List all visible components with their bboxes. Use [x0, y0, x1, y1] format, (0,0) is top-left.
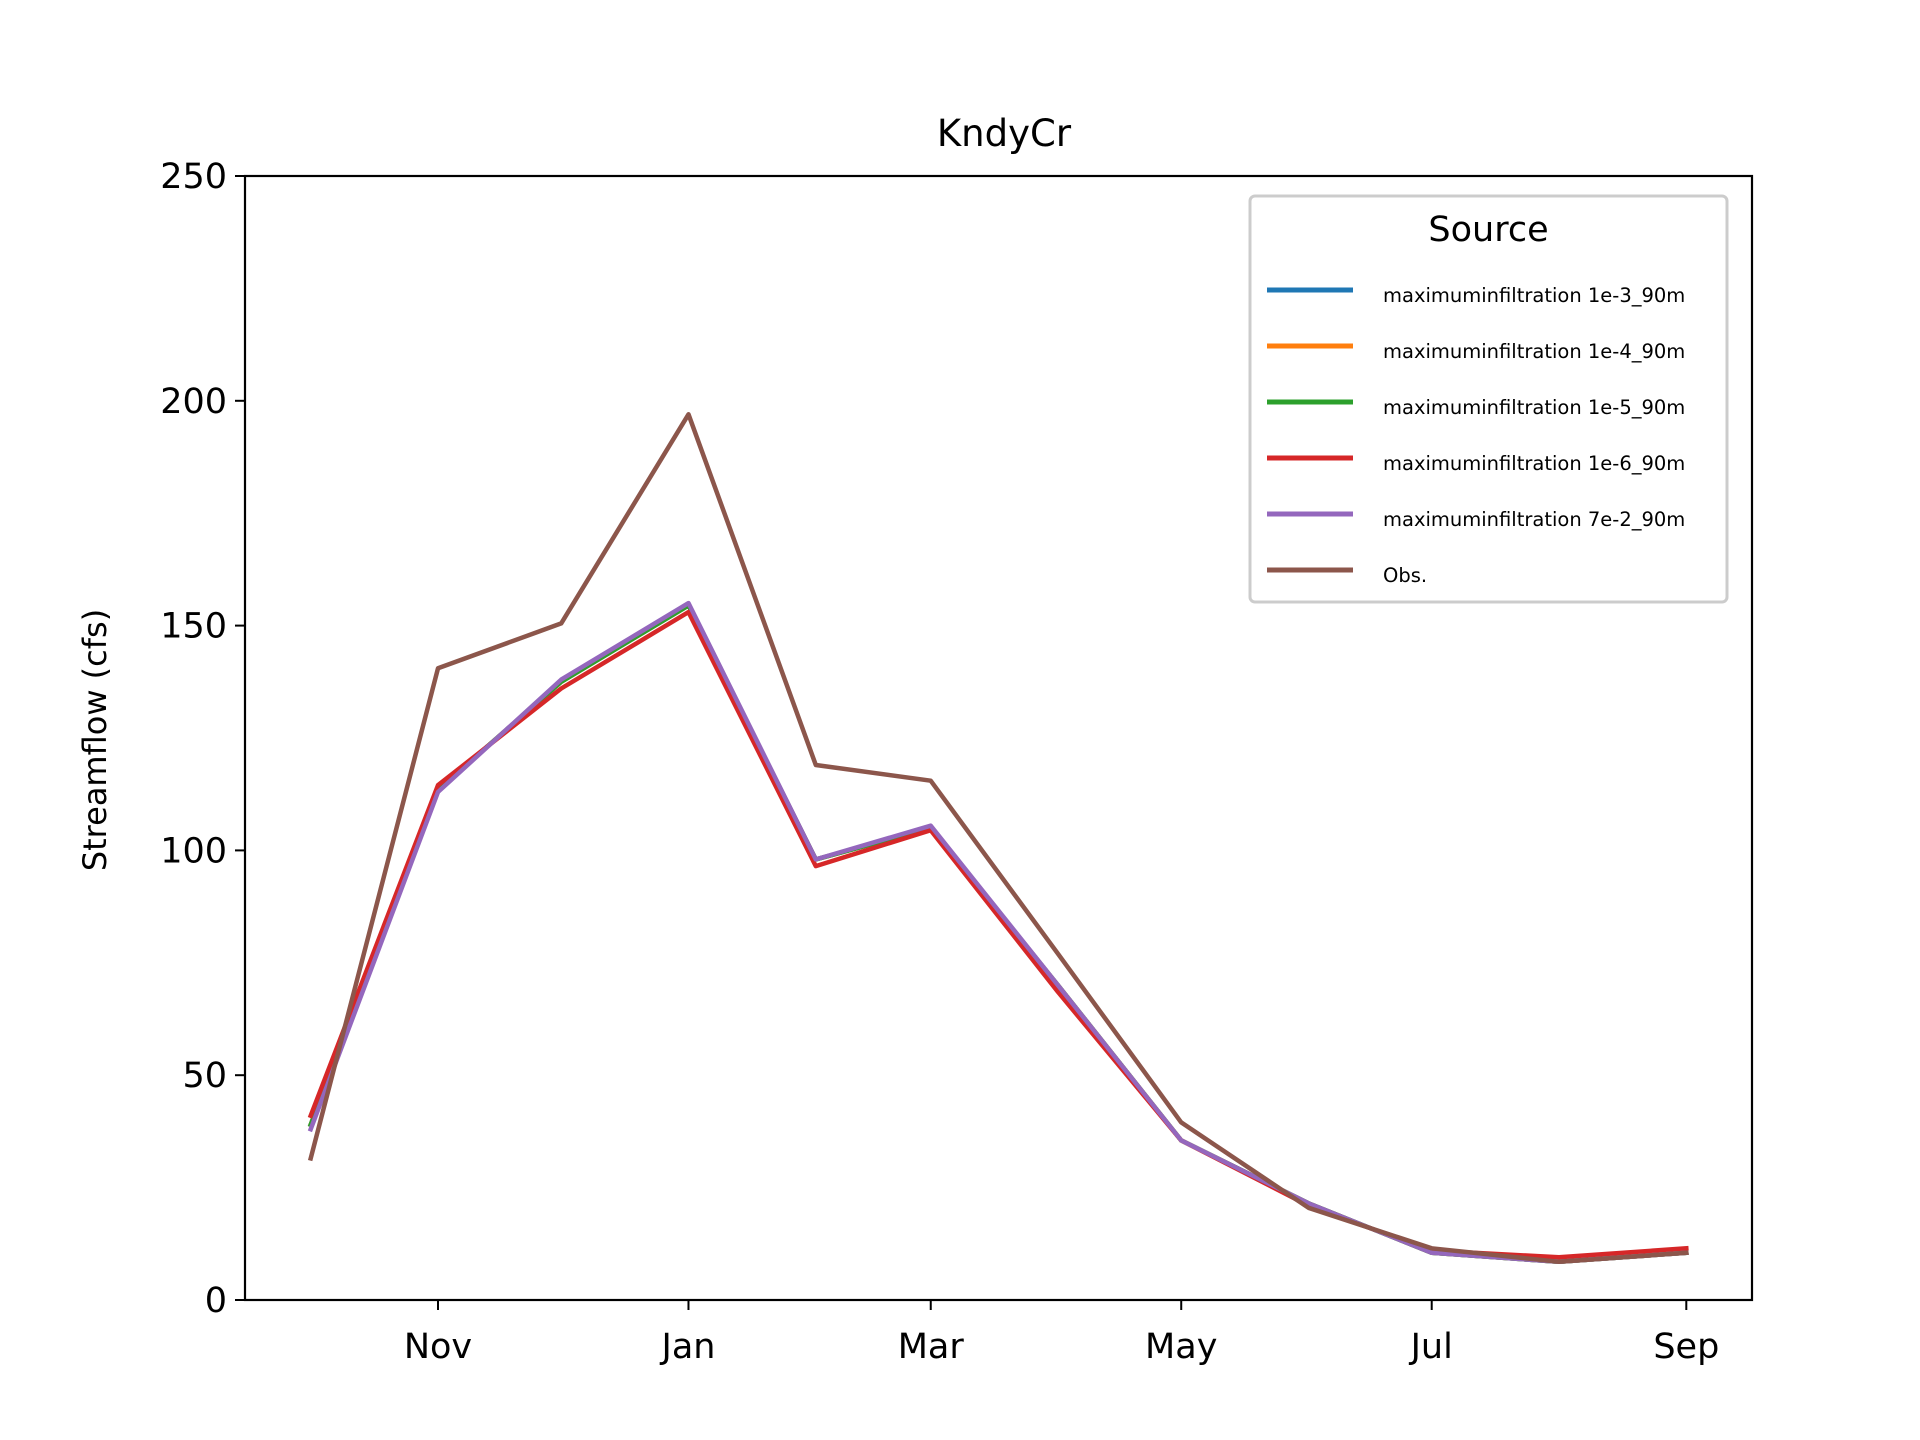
- series-line-2: [307, 603, 1689, 1265]
- x-axis: Nov Jan Mar May Jul Sep: [404, 1300, 1719, 1367]
- x-tick-label: Jul: [1409, 1327, 1453, 1367]
- y-axis-label: Streamflow (cfs): [76, 609, 114, 871]
- x-tick-label: Mar: [898, 1327, 965, 1367]
- y-tick-label: 100: [160, 831, 227, 871]
- series-line-0: [307, 603, 1689, 1265]
- legend-label-2: maximuminfiltration 1e-5_90m: [1383, 396, 1685, 419]
- x-tick-label: May: [1145, 1327, 1217, 1367]
- y-tick-label: 0: [205, 1281, 227, 1321]
- series-lines: [307, 412, 1689, 1265]
- legend-label-3: maximuminfiltration 1e-6_90m: [1383, 452, 1685, 475]
- series-line-5: [307, 412, 1689, 1265]
- y-tick-label: 200: [160, 382, 227, 422]
- y-tick-label: 50: [182, 1056, 227, 1096]
- chart-title: KndyCr: [937, 112, 1072, 155]
- series-line-3: [307, 609, 1689, 1260]
- y-axis: 0 50 100 150 200 250: [160, 157, 245, 1321]
- legend-label-5: Obs.: [1383, 564, 1427, 587]
- legend-label-4: maximuminfiltration 7e-2_90m: [1383, 508, 1685, 531]
- legend: Source maximuminfiltration 1e-3_90mmaximu…: [1248, 194, 1729, 604]
- legend-title: Source: [1428, 210, 1548, 250]
- y-tick-label: 250: [160, 157, 227, 197]
- x-tick-label: Nov: [404, 1327, 472, 1367]
- series-line-4: [307, 600, 1689, 1265]
- plot-frame: [243, 174, 1754, 1302]
- x-tick-label: Sep: [1653, 1327, 1719, 1367]
- legend-box: [1248, 194, 1729, 604]
- legend-label-0: maximuminfiltration 1e-3_90m: [1383, 284, 1685, 307]
- x-tick-label: Jan: [660, 1327, 716, 1367]
- series-line-1: [307, 603, 1689, 1265]
- y-tick-label: 150: [160, 607, 227, 647]
- legend-label-1: maximuminfiltration 1e-4_90m: [1383, 340, 1685, 363]
